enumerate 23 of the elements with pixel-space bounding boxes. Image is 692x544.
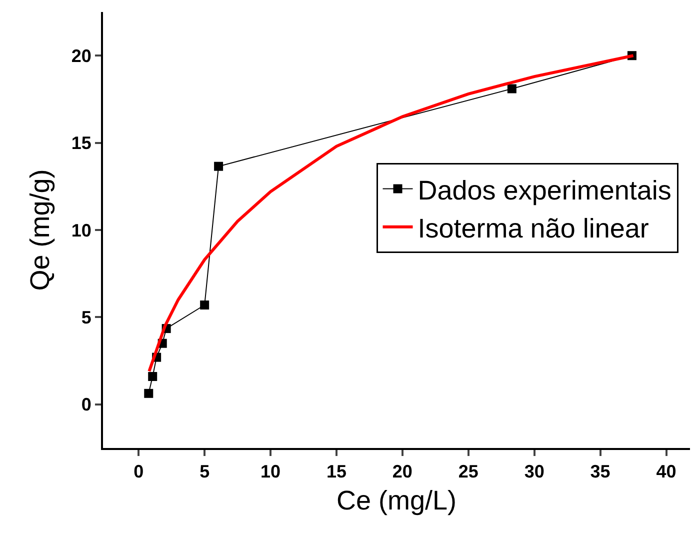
x-tick-label: 15	[326, 462, 346, 482]
point	[507, 84, 516, 94]
y-tick-label: 0	[81, 394, 92, 415]
point	[144, 388, 154, 398]
y-tick-label: 15	[71, 133, 92, 154]
x-tick-label: 25	[458, 462, 478, 482]
x-tick-label: 40	[656, 462, 676, 482]
point	[200, 300, 210, 310]
x-axis-title: Ce (mg/L)	[336, 486, 457, 516]
y-tick-label: 10	[71, 220, 92, 240]
y-tick-label: 20	[71, 46, 92, 66]
point	[148, 372, 158, 381]
x-tick-label: 30	[524, 462, 544, 482]
y-tick-label: 5	[81, 308, 92, 328]
x-tick-label: 20	[392, 462, 412, 482]
x-tick-label: 5	[200, 462, 210, 482]
x-tick-label: 10	[260, 462, 281, 482]
x-tick-label: 35	[590, 462, 610, 482]
x-tick-label: 0	[134, 462, 144, 482]
legend-label: Dados experimentais	[418, 175, 672, 206]
point	[214, 162, 224, 171]
y-axis-title: Qe (mg/g)	[24, 169, 55, 291]
legend-label: Isoterma não linear	[418, 213, 649, 244]
